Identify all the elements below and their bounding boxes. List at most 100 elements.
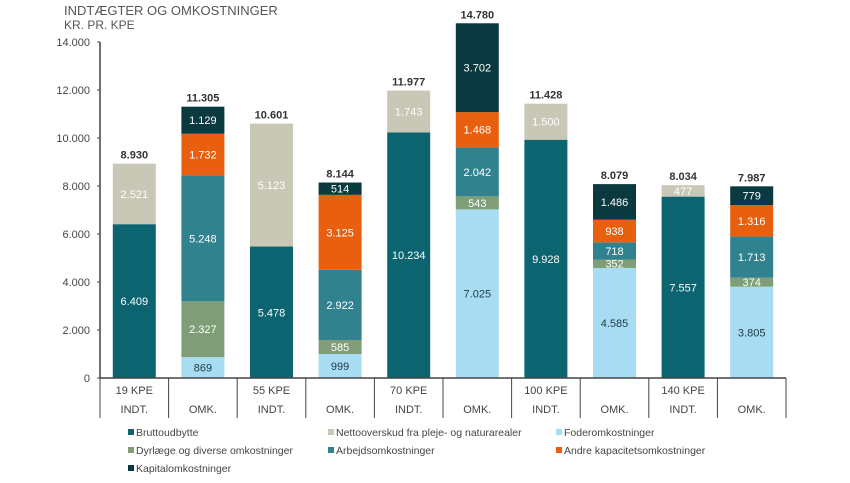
data-label: 3.702 [464,63,492,75]
y-tick-label: 0 [84,373,90,385]
legend-swatch [128,465,134,471]
y-tick-label: 6.000 [62,229,90,241]
bar-segment [593,267,636,378]
y-tick-label: 8.000 [62,181,90,193]
data-label: 999 [331,361,349,373]
bar-segment [730,205,774,237]
data-label: 7.557 [669,282,697,294]
bar-segment [387,132,431,378]
data-label: 1.129 [189,115,217,127]
data-label: 1.713 [738,252,766,264]
legend-swatch [128,447,134,453]
data-label: 585 [331,342,349,354]
data-label: 543 [468,198,486,210]
legend-label: Nettooverskud fra pleje- og naturarealer [336,427,522,439]
data-label: 3.805 [738,327,766,339]
bar-segment [181,301,225,358]
legend-label: Andre kapacitetsomkostninger [564,445,706,457]
bar-segment [455,196,499,210]
legend-label: Arbejdsomkostninger [336,445,435,457]
data-label: 3.125 [326,227,354,239]
bar-segment [455,147,499,197]
data-label: 869 [194,363,212,375]
bar-segment [730,286,774,378]
bar-segment [661,185,705,197]
bar-segment [318,194,362,270]
bar-segment [455,209,499,378]
bar-segment [387,90,431,133]
total-label: 8.144 [326,169,354,181]
data-label: 374 [743,277,761,289]
data-label: 5.248 [189,233,217,245]
chart-subtitle: KR. PR. KPE [64,18,135,32]
bars: 6.409 2.521 8.930 869 2.327 5.248 1.732 1.129 11… [112,9,774,378]
bar-segment [524,103,568,140]
total-label: 10.601 [255,110,289,122]
category-label: INDT. [258,404,286,416]
category-label: OMK. [738,404,766,416]
legend-swatch [556,429,562,435]
legend-label: Dyrlæge og diverse omkostninger [136,445,293,457]
bar-segment [593,219,636,243]
data-label: 1.732 [189,150,217,162]
data-label: 1.486 [601,197,629,209]
total-label: 8.034 [669,171,697,183]
data-label: 352 [605,259,623,271]
data-label: 5.123 [258,180,286,192]
category-label: INDT. [669,404,697,416]
data-label: 2.327 [189,324,217,336]
bar-segment [593,184,636,220]
data-label: 2.922 [326,300,354,312]
category-label: INDT. [395,404,423,416]
category-label: INDT. [532,404,560,416]
y-tick-label: 14.000 [56,37,90,49]
group-label: 100 KPE [524,385,567,397]
category-label: INDT. [121,404,149,416]
data-label: 9.928 [532,254,560,266]
bar-segment [730,277,774,287]
bar-segment [181,106,225,134]
bar-segment [730,236,774,278]
category-label: OMK. [326,404,354,416]
bar-segment [318,354,362,378]
bar-segment [593,259,636,268]
data-label: 1.743 [395,106,423,118]
group-label: 70 KPE [390,385,427,397]
bar-segment [661,196,705,378]
y-tick-label: 2.000 [62,325,90,337]
total-label: 8.079 [601,170,629,182]
bar-segment [112,163,156,225]
data-label: 2.042 [464,167,492,179]
group-label: 140 KPE [661,385,704,397]
legend-swatch [556,447,562,453]
category-label: OMK. [600,404,628,416]
legend: Bruttoudbytte Nettooverskud fra pleje- og… [128,427,706,475]
y-tick-label: 10.000 [56,133,90,145]
total-label: 11.977 [392,77,425,89]
bar-segment [318,182,362,195]
bar-segment [250,246,293,378]
bar-segment [181,357,225,378]
data-label: 938 [605,226,623,238]
data-label: 2.521 [121,189,149,201]
bar-segment [455,23,499,113]
bar-segment [318,269,362,340]
total-label: 7.987 [738,172,766,184]
legend-label: Bruttoudbytte [136,427,199,439]
chart-title: INDTÆGTER OG OMKOSTNINGER [64,3,278,18]
category-label: OMK. [189,404,217,416]
legend-swatch [128,429,134,435]
data-label: 1.500 [532,117,560,129]
total-label: 11.305 [186,93,219,105]
y-tick-label: 4.000 [62,277,90,289]
group-label: 55 KPE [253,385,290,397]
total-label: 14.780 [460,9,494,21]
bar-segment [593,242,636,260]
data-label: 477 [674,186,692,198]
data-label: 514 [331,184,349,196]
total-label: 11.428 [529,90,562,102]
data-label: 4.585 [601,318,629,330]
total-label: 8.930 [121,150,149,162]
legend-label: Kapitalomkostninger [136,463,232,475]
